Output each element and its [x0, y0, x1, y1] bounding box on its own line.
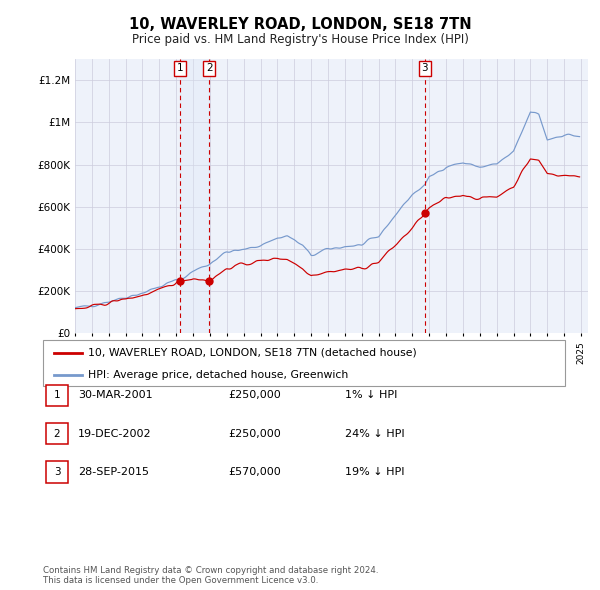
Text: £570,000: £570,000 [228, 467, 281, 477]
Bar [180, 59, 209, 333]
Text: £250,000: £250,000 [228, 391, 281, 400]
Text: £250,000: £250,000 [228, 429, 281, 438]
Text: 3: 3 [421, 63, 428, 73]
Text: 19-DEC-2002: 19-DEC-2002 [78, 429, 152, 438]
Text: 2: 2 [53, 429, 61, 438]
Text: 28-SEP-2015: 28-SEP-2015 [78, 467, 149, 477]
Text: 30-MAR-2001: 30-MAR-2001 [78, 391, 152, 400]
Text: HPI: Average price, detached house, Greenwich: HPI: Average price, detached house, Gree… [88, 370, 348, 380]
Text: Contains HM Land Registry data © Crown copyright and database right 2024.
This d: Contains HM Land Registry data © Crown c… [43, 566, 379, 585]
Text: 1: 1 [53, 391, 61, 400]
Text: 1% ↓ HPI: 1% ↓ HPI [345, 391, 397, 400]
Text: 3: 3 [53, 467, 61, 477]
Text: 2: 2 [206, 63, 212, 73]
Text: Price paid vs. HM Land Registry's House Price Index (HPI): Price paid vs. HM Land Registry's House … [131, 33, 469, 46]
Text: 10, WAVERLEY ROAD, LONDON, SE18 7TN (detached house): 10, WAVERLEY ROAD, LONDON, SE18 7TN (det… [88, 348, 416, 358]
Text: 24% ↓ HPI: 24% ↓ HPI [345, 429, 404, 438]
Text: 10, WAVERLEY ROAD, LONDON, SE18 7TN: 10, WAVERLEY ROAD, LONDON, SE18 7TN [128, 17, 472, 31]
Text: 1: 1 [177, 63, 184, 73]
Text: 19% ↓ HPI: 19% ↓ HPI [345, 467, 404, 477]
